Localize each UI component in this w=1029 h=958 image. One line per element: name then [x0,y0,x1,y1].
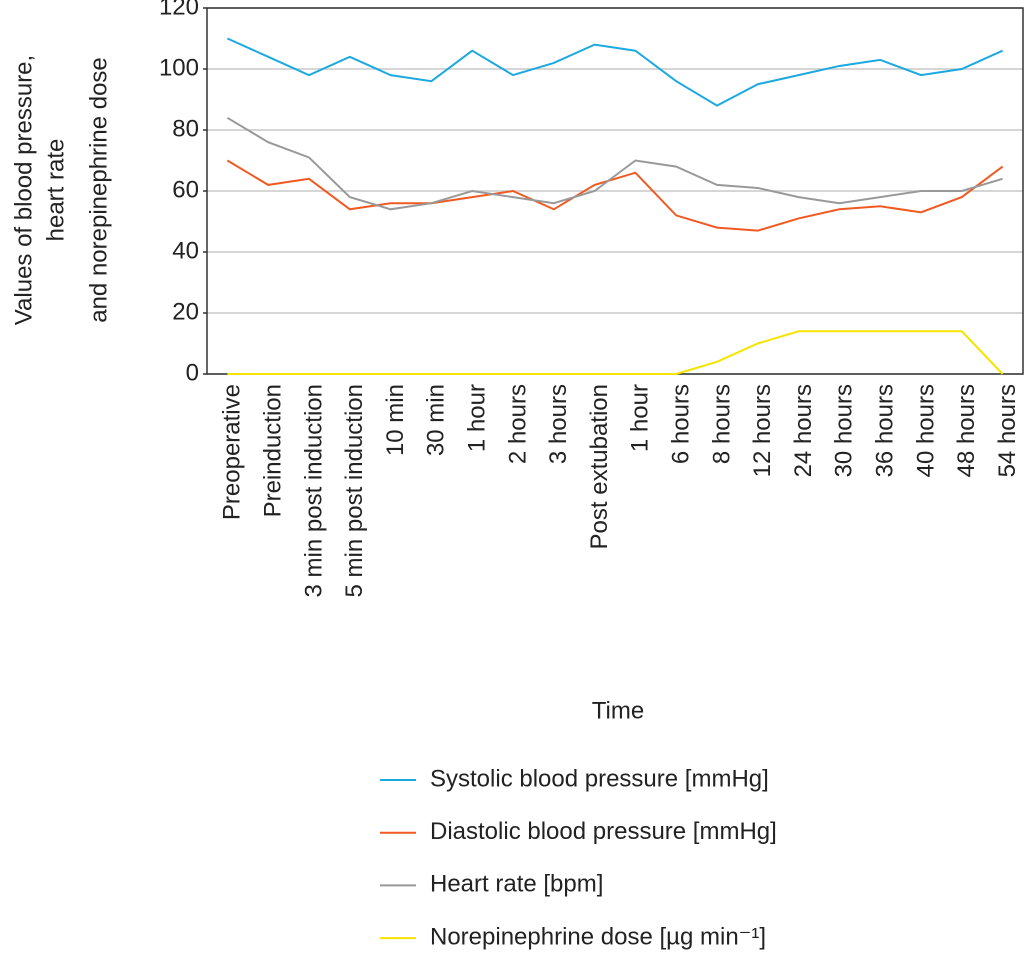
x-tick-label: 6 hours [668,384,695,464]
series-line [227,330,1004,375]
x-tick-label: 1 hour [464,384,491,452]
series-line [226,159,1004,232]
x-tick-label: 1 hour [627,384,654,452]
legend-label: Heart rate [bpm] [430,871,603,898]
x-tick-label: 24 hours [790,384,817,477]
x-tick-label: Post extubation [586,384,613,549]
x-tick-label: 36 hours [872,384,899,477]
y-tick-label: 20 [172,298,199,325]
x-tick-label: 30 min [423,384,450,456]
y-tick-label: 120 [159,0,199,20]
x-tick-label: 54 hours [994,384,1021,477]
y-tick-label: 0 [186,359,199,386]
x-tick-label: 30 hours [831,384,858,477]
legend-label: Systolic blood pressure [mmHg] [430,765,769,792]
x-tick-label: 2 hours [504,384,531,464]
x-tick-label: 10 min [382,384,409,456]
y-axis-title: Values of blood pressure, [10,55,37,325]
y-tick-label: 80 [172,115,199,142]
x-tick-label: Preinduction [260,384,287,517]
legend-label: Norepinephrine dose [µg min⁻¹] [430,923,766,950]
y-tick-label: 100 [159,54,199,81]
y-axis-title: heart rate [42,139,69,242]
series-line [226,37,1004,107]
x-tick-label: 5 min post induction [341,384,368,597]
x-tick-label: Preoperative [219,384,246,520]
x-tick-label: 12 hours [749,384,776,477]
x-tick-label: 8 hours [708,384,735,464]
x-tick-label: 48 hours [953,384,980,477]
y-tick-label: 60 [172,176,199,203]
series-line [226,116,1003,211]
x-axis-title: Time [592,697,644,724]
x-tick-label: 40 hours [912,384,939,477]
legend-label: Diastolic blood pressure [mmHg] [430,818,777,845]
x-tick-label: 3 hours [545,384,572,464]
x-tick-label: 3 min post induction [300,384,327,597]
y-axis-title: and norepinephrine dose [85,57,112,323]
y-tick-label: 40 [172,237,199,264]
